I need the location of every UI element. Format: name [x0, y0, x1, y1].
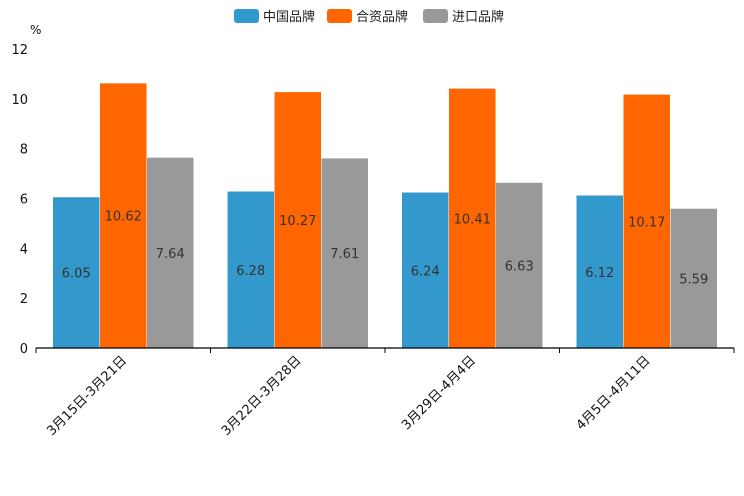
bar: [623, 94, 670, 348]
data-label: 5.59: [679, 272, 708, 287]
y-tick-label: 8: [20, 143, 28, 158]
data-label: 10.62: [105, 210, 142, 225]
y-tick-label: 2: [20, 292, 28, 307]
data-label: 6.24: [411, 264, 440, 279]
category-label: 3月22日-3月28日: [219, 353, 305, 439]
data-label: 6.28: [236, 264, 265, 279]
y-axis: 0 2 4 6 8 10 12: [11, 43, 28, 357]
legend-label: 进口品牌: [452, 9, 504, 25]
data-label: 7.61: [330, 247, 359, 262]
bar: [147, 157, 194, 348]
legend: 中国品牌 合资品牌 进口品牌: [234, 9, 504, 25]
bar: [227, 191, 274, 348]
data-label: 10.27: [279, 214, 316, 229]
data-label: 10.41: [454, 212, 491, 227]
data-labels: 6.05 10.62 7.64 6.28 10.27 7.61 6.24 10.41 6.63 6…: [62, 210, 708, 288]
y-tick-label: 4: [20, 242, 28, 257]
legend-swatch: [327, 9, 352, 23]
y-tick-label: 10: [11, 93, 28, 108]
legend-label: 合资品牌: [356, 9, 408, 25]
bar: [576, 195, 623, 348]
bar: [670, 208, 717, 348]
data-label: 6.12: [585, 266, 614, 281]
legend-label: 中国品牌: [263, 9, 315, 25]
y-tick-label: 12: [11, 43, 28, 58]
category-label: 4月5日-4月11日: [574, 353, 654, 433]
y-tick-label: 0: [20, 342, 28, 357]
y-axis-unit: %: [30, 23, 41, 37]
legend-swatch: [234, 9, 259, 23]
data-label: 6.63: [505, 259, 534, 274]
bar: [100, 83, 147, 348]
bar: [274, 92, 321, 348]
bar: [53, 197, 100, 348]
y-tick-label: 6: [20, 193, 28, 208]
bars: [53, 83, 717, 349]
legend-swatch: [423, 9, 448, 23]
bar: [402, 192, 449, 348]
bar: [449, 88, 496, 349]
category-label: 3月29日-4月4日: [399, 353, 479, 433]
x-axis: 3月15日-3月21日 3月22日-3月28日 3月29日-4月4日 4月5日-4月1…: [35, 347, 735, 439]
data-label: 10.17: [628, 215, 665, 230]
category-label: 3月15日-3月21日: [44, 353, 130, 439]
data-label: 6.05: [62, 267, 91, 282]
bar: [496, 182, 543, 348]
bar: [321, 158, 368, 348]
data-label: 7.64: [156, 247, 185, 262]
